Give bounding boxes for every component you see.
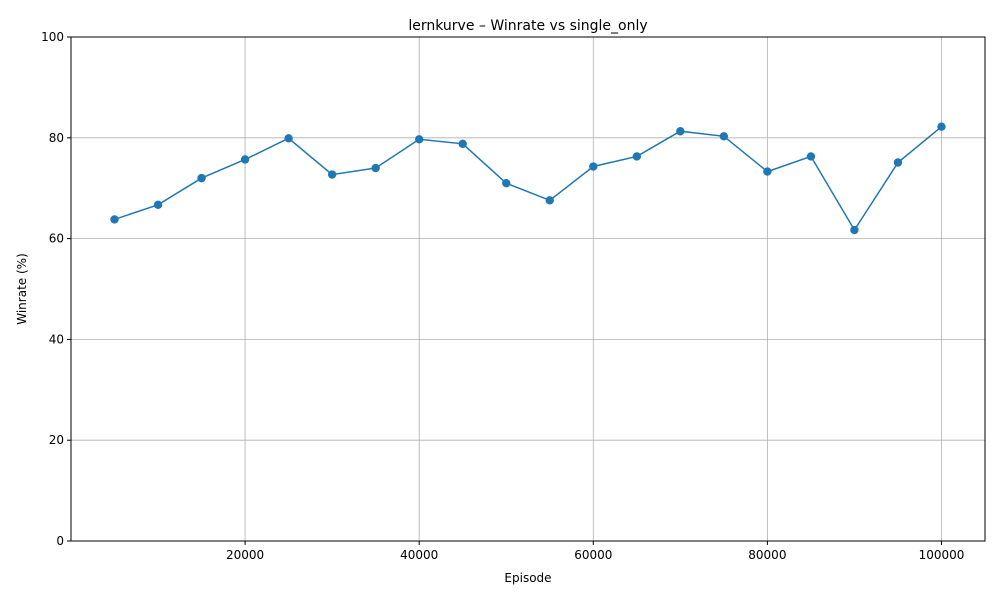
data-point: [502, 178, 511, 188]
data-point: [806, 152, 816, 161]
data-point: [110, 215, 119, 224]
chart-title: lernkurve – Winrate vs single_only: [408, 18, 647, 34]
data-point: [414, 135, 424, 144]
data-point: [719, 132, 729, 141]
data-point: [850, 225, 859, 235]
data-series: [110, 122, 946, 235]
data-point: [284, 134, 293, 143]
data-point: [589, 162, 598, 171]
data-point: [632, 152, 642, 161]
y-tick-label: 80: [49, 131, 64, 145]
data-point: [676, 127, 685, 136]
data-point: [893, 158, 903, 167]
y-axis-label: Winrate (%): [15, 253, 29, 325]
x-axis-label: Episode: [504, 571, 551, 585]
data-point: [197, 173, 206, 183]
x-tick-label: 100000: [919, 548, 965, 562]
axis-ticks: 20000 40000 60000 80000 100000 0 20 40 60 80 100: [41, 30, 964, 562]
y-tick-label: 60: [49, 232, 64, 246]
data-point: [240, 155, 250, 164]
x-tick-label: 60000: [574, 548, 612, 562]
y-tick-label: 0: [56, 534, 64, 548]
data-point: [153, 200, 163, 210]
y-tick-label: 40: [49, 332, 64, 346]
y-tick-label: 100: [41, 30, 64, 44]
y-tick-label: 20: [49, 433, 64, 447]
data-point: [763, 167, 772, 176]
data-point: [545, 196, 554, 205]
data-point: [937, 122, 946, 131]
plot-frame: [70, 36, 986, 542]
data-point: [327, 170, 337, 179]
x-tick-label: 40000: [400, 548, 438, 562]
x-tick-label: 80000: [748, 548, 786, 562]
series-line: [114, 126, 942, 232]
data-point: [458, 139, 467, 149]
data-point: [371, 163, 380, 173]
x-tick-label: 20000: [226, 548, 264, 562]
